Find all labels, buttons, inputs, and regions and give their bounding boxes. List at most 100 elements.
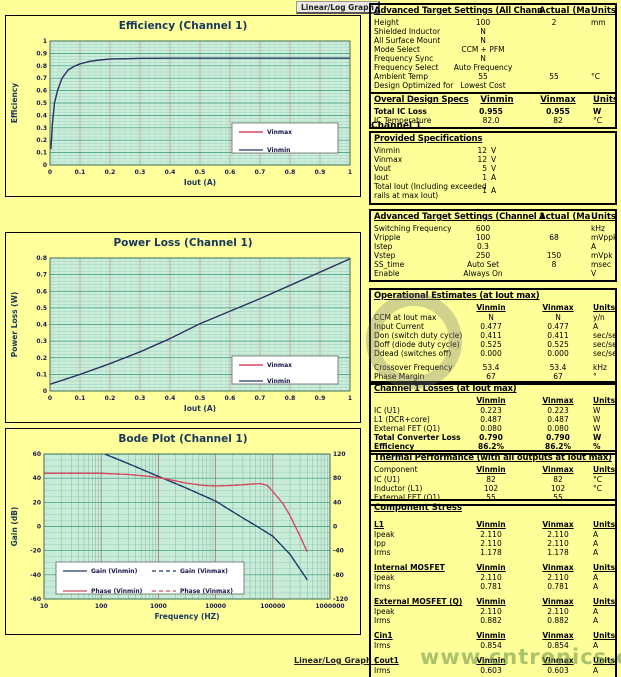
- svg-text:100000: 100000: [260, 603, 285, 610]
- svg-text:0.1: 0.1: [75, 395, 86, 402]
- cell: 8: [551, 260, 557, 269]
- cell: Cin1: [374, 631, 393, 640]
- cell: 2.110: [547, 539, 569, 548]
- cell: Iout: [374, 173, 389, 182]
- table-row: Inductor (L1) 102 102 °C: [371, 484, 615, 493]
- table-row: Ipeak 2.110 2.110 A: [371, 573, 615, 582]
- cell: W: [593, 406, 601, 415]
- svg-text:-40: -40: [333, 548, 344, 555]
- specs-column: Advanced Target Settings (All Chann Actua…: [369, 0, 621, 677]
- cell: sec/sec: [593, 349, 617, 358]
- cell: A: [491, 186, 497, 195]
- table-header-row: Vinmin Vinmax Units: [371, 303, 615, 313]
- svg-text:0.8: 0.8: [285, 169, 296, 176]
- table-row: Mode Select CCM + PFM: [371, 45, 615, 54]
- cell: Input Current: [374, 322, 424, 331]
- cell: 12: [477, 146, 487, 155]
- cell: Always On: [463, 269, 503, 278]
- cell: 100: [475, 233, 491, 242]
- cell: Vinmin: [476, 656, 506, 665]
- cell: 0.781: [480, 582, 502, 591]
- table-row: Total IC Loss 0.955 0.955 W: [371, 107, 615, 116]
- cell: Ipeak: [374, 530, 395, 539]
- table-row: Irms 0.603 0.603 A: [371, 666, 615, 675]
- cell: 0.080: [547, 424, 569, 433]
- cell: Shielded Inductor: [374, 27, 441, 36]
- table-row: IC Temperature 82.0 82 °C: [371, 116, 615, 125]
- table-row: Shielded Inductor N: [371, 27, 615, 36]
- cell: Irms: [374, 548, 391, 557]
- cell: A: [593, 641, 599, 650]
- cell: Actual (Ma: [539, 212, 591, 222]
- cell: Ipp: [374, 539, 386, 548]
- cell: Crossover Frequency: [374, 363, 453, 372]
- table-title-row: Operational Estimates (at Iout max): [371, 291, 615, 303]
- cell: N: [480, 27, 486, 36]
- cell: V: [491, 164, 497, 173]
- cell: °C: [593, 116, 602, 125]
- table-row: Total Iout (Including exceeded rails at …: [371, 182, 615, 201]
- cell: mVpk: [591, 251, 613, 260]
- svg-text:20: 20: [33, 499, 41, 506]
- cell: Units: [593, 303, 616, 312]
- table-row: SS_time Auto Set 8 msec: [371, 260, 615, 269]
- linear-log-graph-button-top[interactable]: Linear/Log Graph: [296, 1, 380, 14]
- cell: 68: [549, 233, 559, 242]
- cell: 0.487: [547, 415, 569, 424]
- svg-text:Vinmax: Vinmax: [267, 362, 292, 369]
- cell: y/n: [593, 313, 605, 322]
- cell: External FET (Q1): [374, 493, 441, 502]
- cell: Vinmax: [542, 563, 574, 572]
- cell: 0.790: [546, 433, 570, 442]
- table-title-row: Advanced Target Settings (All Chann Actua…: [371, 6, 615, 18]
- cell: W: [593, 433, 602, 442]
- cell: 0.854: [480, 641, 502, 650]
- table-title-row: Thermal Performance (with all outputs at…: [371, 453, 615, 465]
- cell: Height: [374, 18, 399, 27]
- cell: 0.525: [480, 340, 502, 349]
- cell: 0.882: [480, 616, 502, 625]
- svg-text:0.9: 0.9: [36, 50, 47, 57]
- svg-text:0: 0: [48, 169, 52, 176]
- cell: 102: [550, 484, 566, 493]
- svg-text:0.3: 0.3: [36, 338, 47, 345]
- table-row: Phase Margin 67 67 °: [371, 372, 615, 381]
- table-row: Frequency Select Auto Frequency: [371, 63, 615, 72]
- cell: 2.110: [547, 607, 569, 616]
- svg-text:1: 1: [348, 169, 352, 176]
- cell: W: [593, 107, 602, 116]
- svg-text:Efficiency: Efficiency: [10, 83, 19, 123]
- cell: Vinmin: [476, 465, 506, 474]
- cell: 0.955: [546, 107, 570, 116]
- cell: 86.2%: [544, 442, 572, 451]
- table-row: Total Converter Loss 0.790 0.790 W: [371, 433, 615, 442]
- cell: Auto Set: [466, 260, 500, 269]
- cell: Vinmin: [476, 520, 506, 529]
- cell: 600: [475, 224, 491, 233]
- cell: 0.223: [547, 406, 569, 415]
- cell: 55: [486, 493, 496, 502]
- cell: msec: [591, 260, 611, 269]
- cell: 100: [475, 18, 491, 27]
- cell: V: [591, 269, 597, 278]
- table-row: Crossover Frequency 53.4 53.4 kHz: [371, 363, 615, 372]
- cell: Vinmax: [542, 656, 574, 665]
- linear-log-graph-link-bottom[interactable]: Linear/Log Graph |: [294, 656, 378, 665]
- cell: Vinmax: [542, 303, 574, 312]
- cell: 0.080: [480, 424, 502, 433]
- cell: Units: [593, 520, 616, 529]
- cell: Ddead (switches off): [374, 349, 452, 358]
- cell: 1.178: [547, 548, 569, 557]
- svg-text:-120: -120: [333, 596, 348, 603]
- cell: kHz: [593, 363, 607, 372]
- table-row: Ipp 2.110 2.110 A: [371, 539, 615, 548]
- cell: Units: [591, 212, 616, 222]
- cell: 82.0: [482, 116, 500, 125]
- cell: Internal MOSFET: [374, 563, 445, 572]
- cell: A: [593, 548, 599, 557]
- cell: 0.882: [547, 616, 569, 625]
- cell: Vinmin: [476, 396, 506, 405]
- cell: 0.411: [480, 331, 502, 340]
